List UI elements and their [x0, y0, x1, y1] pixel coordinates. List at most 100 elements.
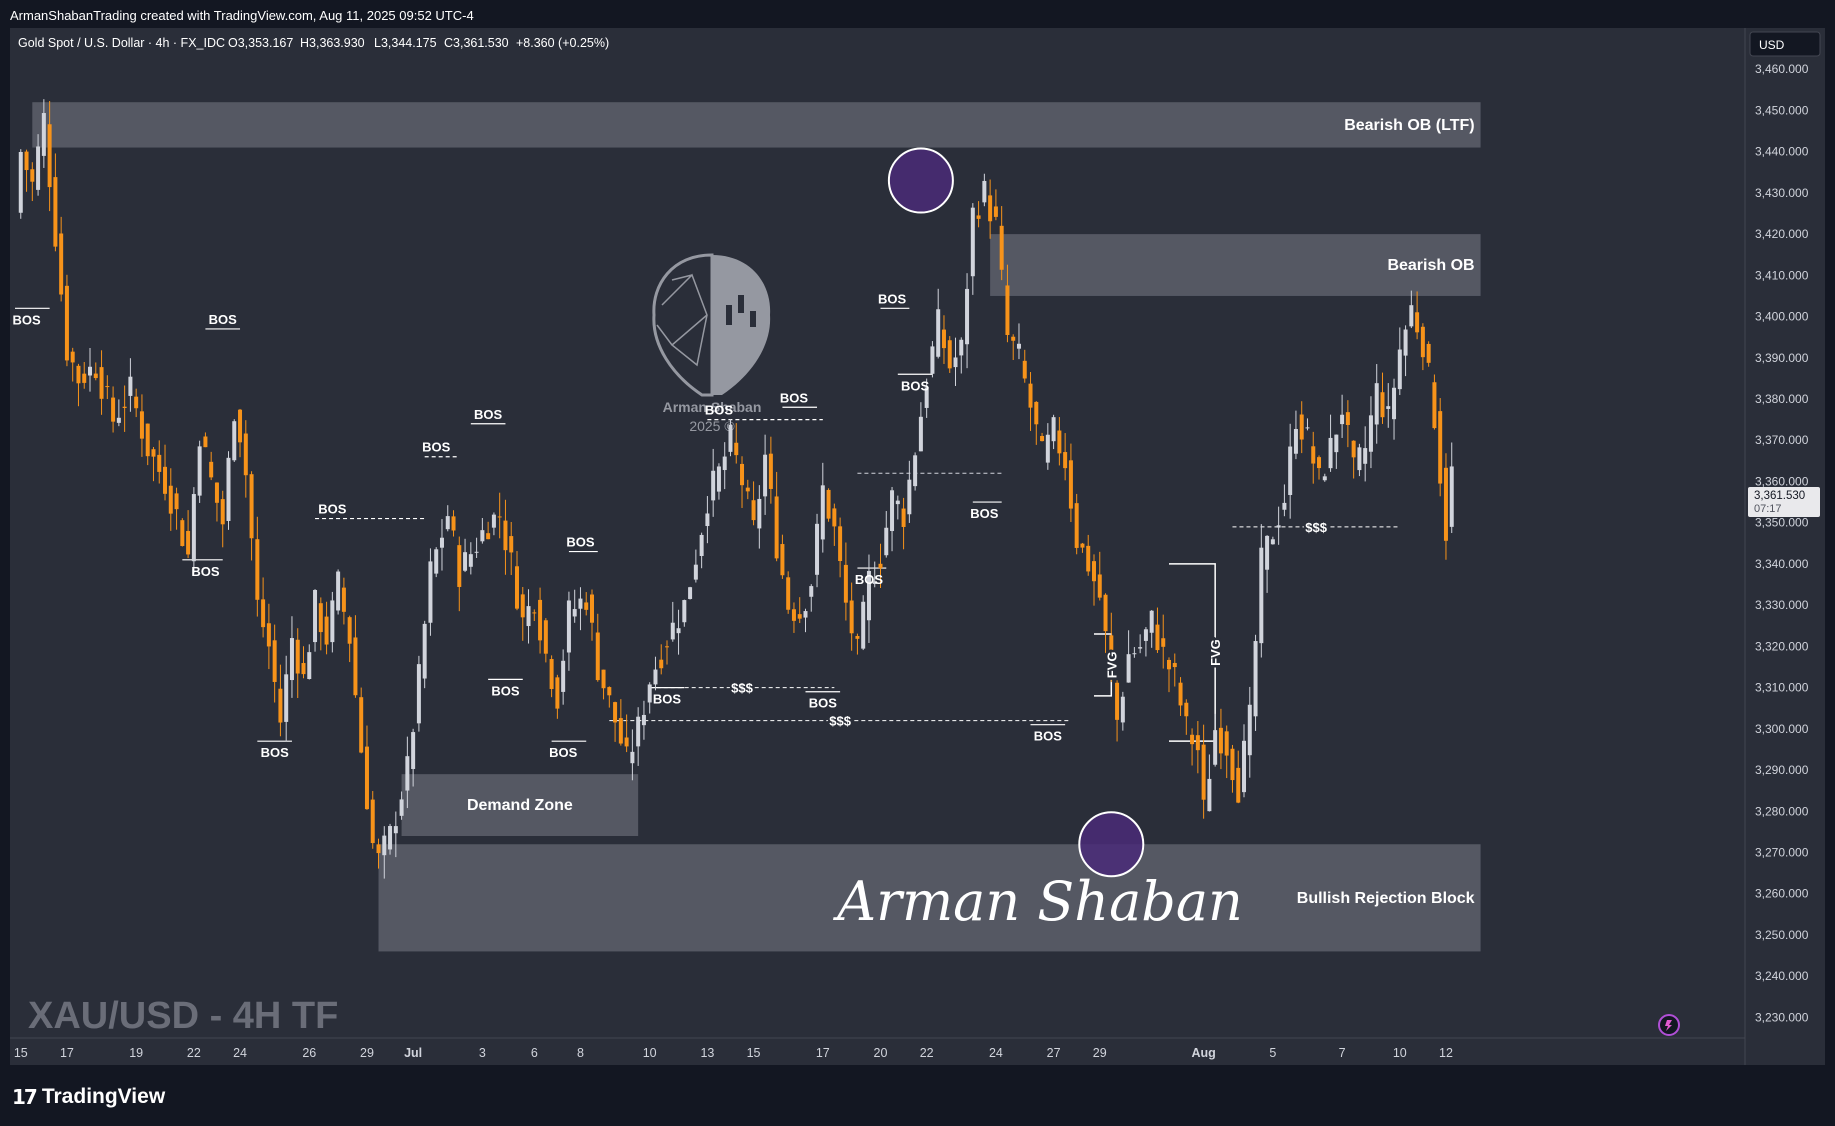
candle-body — [1386, 406, 1391, 409]
y-tick-label: 3,460.000 — [1755, 62, 1809, 76]
candle-body — [301, 663, 306, 675]
candle-body — [584, 602, 589, 610]
currency-label: USD — [1759, 38, 1785, 52]
y-tick-label: 3,240.000 — [1755, 969, 1809, 983]
candle-body — [855, 635, 860, 639]
x-tick-label: 5 — [1269, 1046, 1276, 1060]
credit-text: ArmanShabanTrading created with TradingV… — [10, 8, 474, 23]
candle-body — [370, 799, 375, 844]
candle-body — [168, 485, 173, 514]
candle-body — [1034, 401, 1039, 425]
zone-rect — [990, 234, 1481, 296]
y-tick-label: 3,450.000 — [1755, 103, 1809, 117]
candles-layer — [18, 99, 1454, 879]
candle-body — [261, 599, 266, 628]
candle-body — [18, 151, 23, 213]
candle-body — [307, 652, 312, 680]
candle-body — [1259, 547, 1264, 644]
x-tick-label: 24 — [989, 1046, 1003, 1060]
candle-body — [422, 623, 427, 679]
symbol-line: Gold Spot / U.S. Dollar · 4h · FX_IDC — [18, 36, 225, 50]
candle-body — [364, 746, 369, 810]
zone-rect — [378, 844, 1481, 952]
candle-body — [982, 180, 987, 203]
x-tick-label: 10 — [1393, 1046, 1407, 1060]
candle-body — [1397, 349, 1402, 390]
zone-label: Bullish Rejection Block — [1297, 890, 1475, 907]
tradingview-logo[interactable]: 17 TradingView — [12, 1085, 165, 1109]
candle-body — [174, 493, 179, 510]
zone-label: Bearish OB — [1387, 257, 1474, 274]
flash-icon[interactable] — [1658, 1014, 1680, 1036]
x-tick-label: 3 — [479, 1046, 486, 1060]
mini-candle-2-icon — [738, 295, 744, 313]
candle-body — [791, 609, 796, 621]
x-tick-label: 15 — [14, 1046, 28, 1060]
x-tick-label: 22 — [187, 1046, 201, 1060]
candle-body — [416, 664, 421, 724]
candle-body — [41, 113, 46, 156]
candle-body — [613, 702, 618, 723]
candle-body — [116, 417, 121, 423]
candle-body — [843, 564, 848, 603]
y-tick-label: 3,380.000 — [1755, 392, 1809, 406]
bottom-bar: 17 TradingView — [0, 1068, 1835, 1126]
x-tick-label: 7 — [1339, 1046, 1346, 1060]
countdown: 07:17 — [1754, 503, 1782, 515]
candle-body — [388, 826, 393, 850]
candle-body — [1172, 662, 1177, 668]
candle-body — [884, 527, 889, 556]
candle-body — [647, 684, 652, 703]
candle-body — [913, 455, 918, 487]
candle-body — [561, 660, 566, 692]
candle-body — [630, 751, 635, 764]
liquidity-label: $$$ — [731, 681, 753, 696]
candle-body — [509, 536, 514, 553]
candle-body — [815, 523, 820, 575]
top-bar: ArmanShabanTrading created with TradingV… — [0, 0, 1835, 28]
candle-body — [284, 674, 289, 722]
candle-body — [1040, 435, 1045, 442]
candle-body — [1438, 411, 1443, 484]
candle-body — [249, 474, 254, 539]
currency-button[interactable]: USD — [1749, 31, 1821, 57]
x-tick-label: 19 — [129, 1046, 143, 1060]
candle-body — [1086, 545, 1091, 572]
candle-body — [665, 646, 670, 648]
candle-body — [474, 551, 479, 553]
x-tick-label: 20 — [874, 1046, 888, 1060]
candle-body — [590, 594, 594, 623]
candle-body — [1299, 414, 1304, 440]
bos-label: BOS — [901, 378, 930, 393]
candle-body — [555, 677, 560, 709]
candle-body — [272, 640, 277, 682]
candle-body — [1022, 360, 1027, 379]
candle-body — [918, 416, 923, 452]
candle-body — [491, 514, 496, 528]
candle-body — [324, 616, 329, 645]
x-tick-label: 8 — [577, 1046, 584, 1060]
price-scale-bg — [1745, 28, 1825, 1065]
candle-body — [936, 309, 941, 357]
candle-body — [411, 732, 416, 769]
zone-rect — [401, 774, 639, 836]
bos-label: BOS — [878, 291, 907, 306]
candle-body — [497, 516, 502, 518]
candle-body — [1126, 654, 1131, 683]
bos-label: BOS — [780, 390, 809, 405]
y-tick-label: 3,280.000 — [1755, 804, 1809, 818]
candle-body — [976, 215, 981, 219]
x-tick-label: 26 — [302, 1046, 316, 1060]
candle-body — [676, 628, 681, 634]
ohlc-high: H3,363.930 — [300, 36, 365, 50]
candle-body — [36, 146, 41, 190]
candle-body — [878, 563, 883, 569]
liquidity-label: $$$ — [1305, 520, 1327, 535]
candle-body — [549, 659, 554, 690]
bos-label: BOS — [12, 312, 41, 327]
candle-body — [786, 577, 791, 610]
candle-body — [543, 620, 548, 654]
brand-logo — [652, 253, 771, 397]
bos-label: BOS — [261, 745, 290, 760]
